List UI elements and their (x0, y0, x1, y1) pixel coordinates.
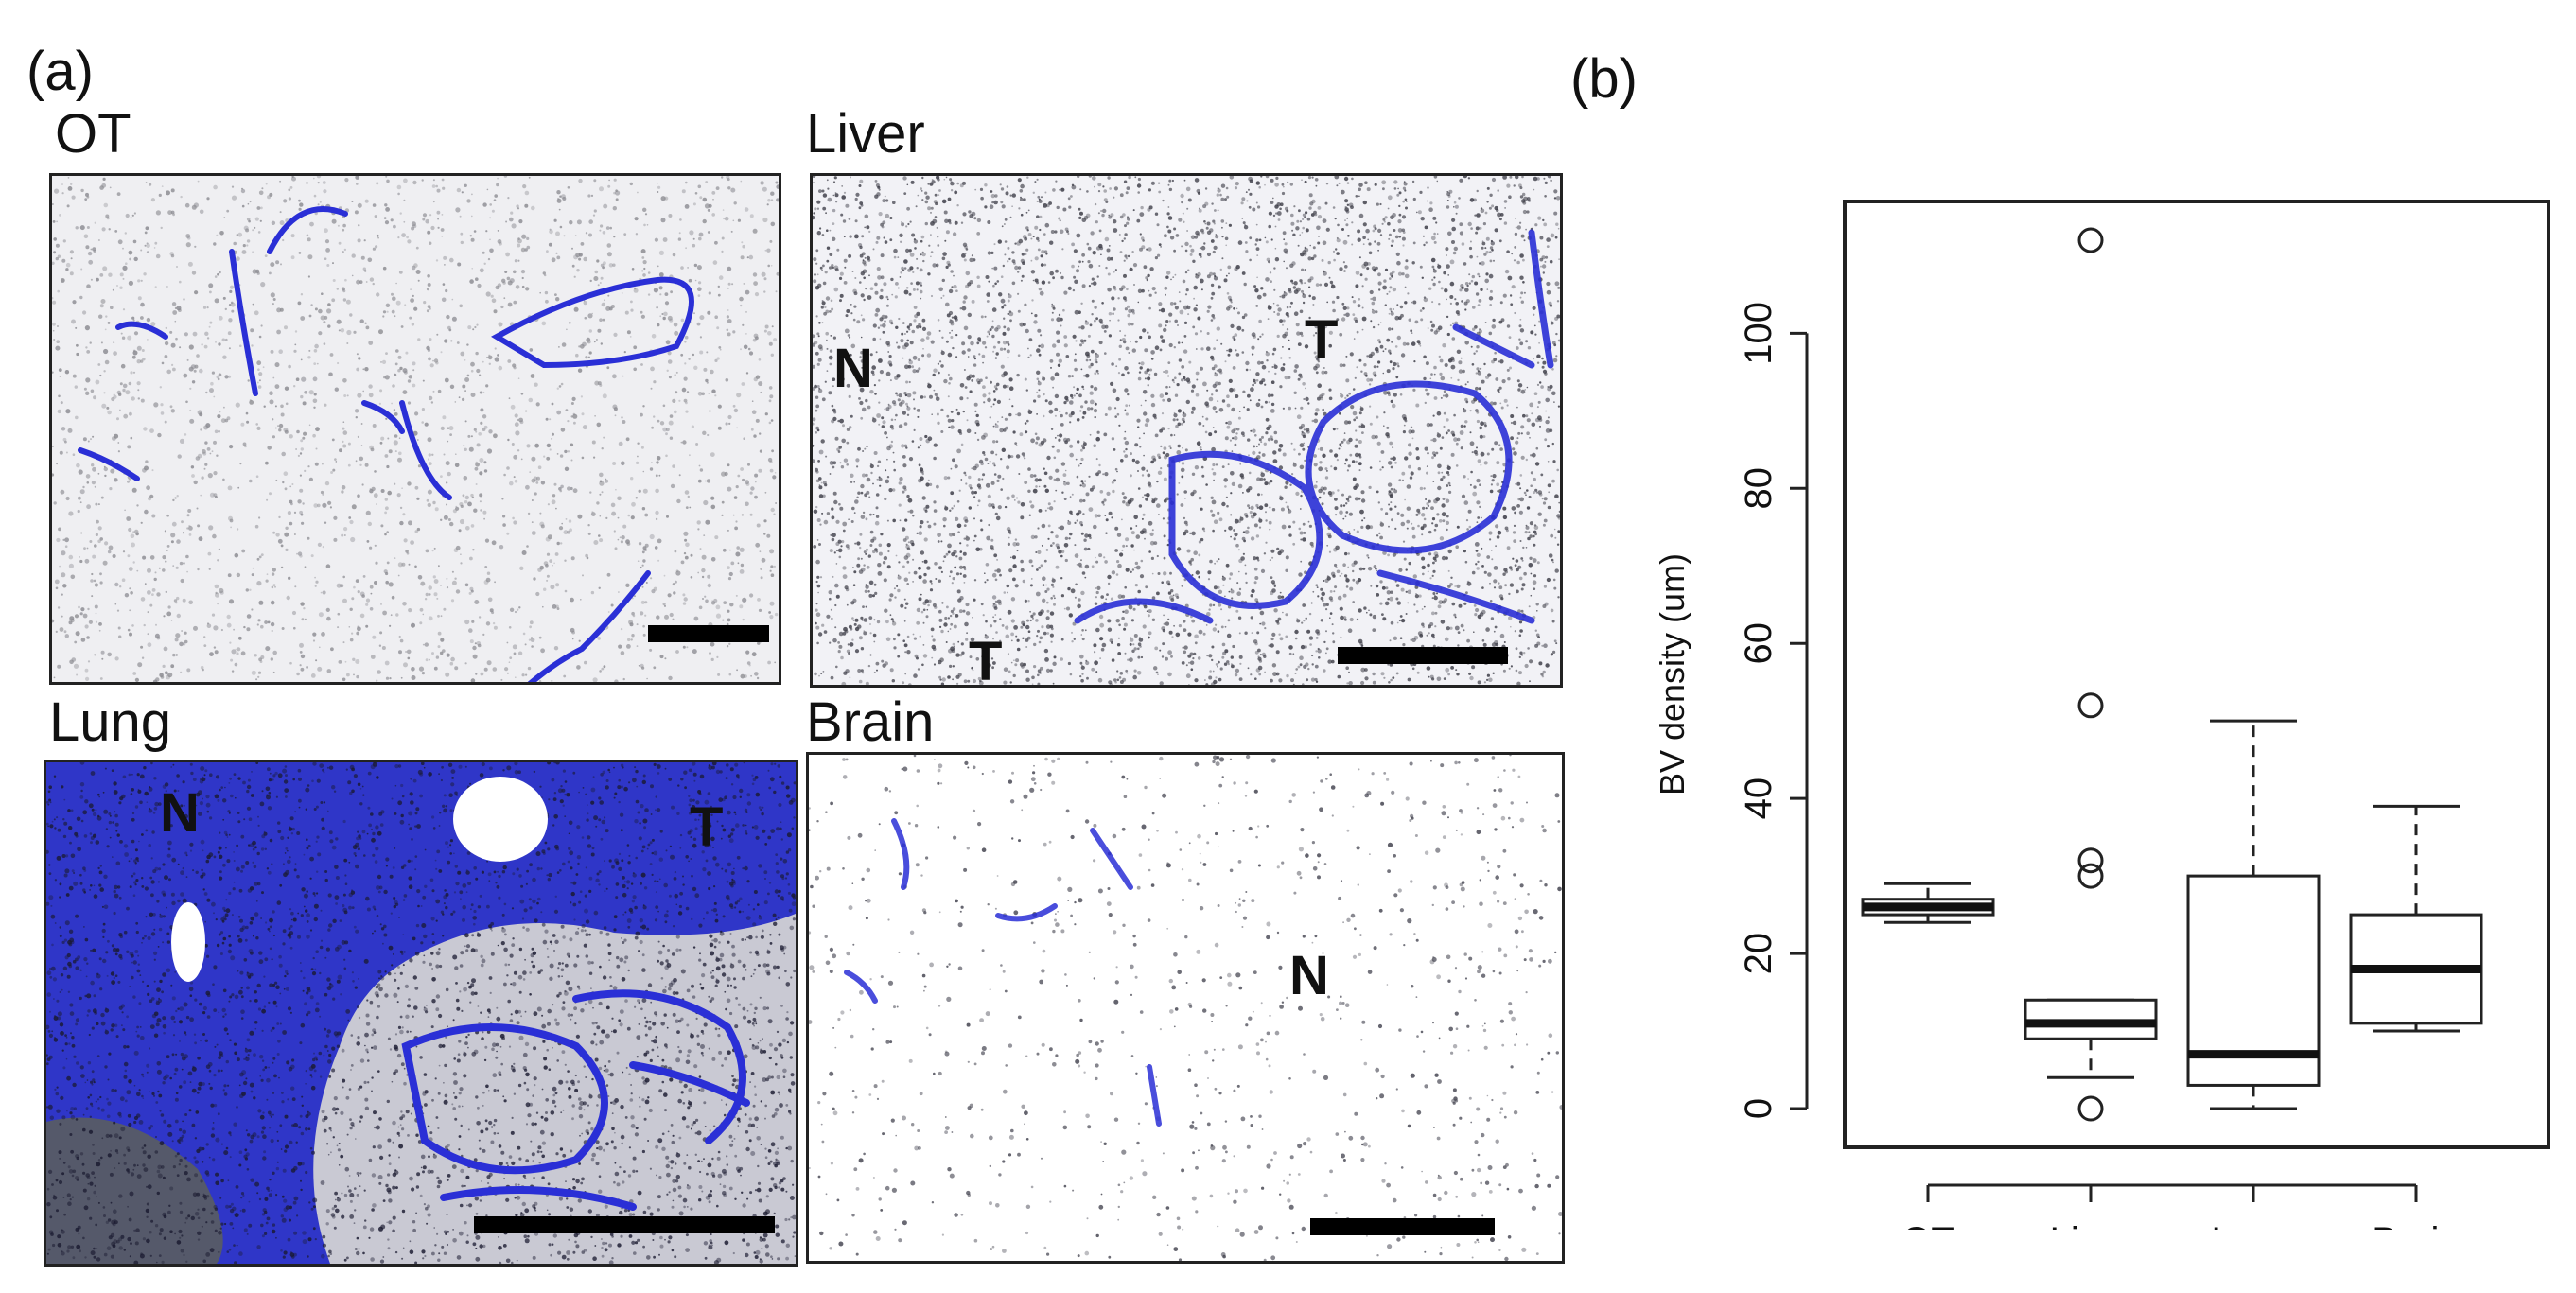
region-label-liver-t2: T (969, 631, 1003, 688)
micrograph-ot-texture (52, 176, 779, 682)
micrograph-label-liver: Liver (806, 103, 925, 165)
x-tick-label: Lung (2212, 1220, 2296, 1230)
box-plot: BV density (um) 0 20 40 60 80 100 OT Liver Lung… (1653, 200, 2550, 1230)
panel-a-letter: (a) (26, 41, 94, 102)
y-tick-label: 40 (1738, 778, 1779, 820)
x-axis: OT Liver Lung Brain (1901, 1183, 2461, 1230)
y-tick-label: 80 (1738, 467, 1779, 510)
region-label-liver-n: N (833, 338, 873, 399)
x-tick-label: Liver (2050, 1220, 2132, 1230)
scale-bar-ot (648, 625, 769, 642)
micrograph-label-ot: OT (55, 103, 131, 165)
scale-bar-lung (474, 1216, 775, 1233)
x-tick-label: OT (1901, 1220, 1954, 1230)
scale-bar-liver (1338, 647, 1508, 664)
micrograph-lung-texture (46, 762, 796, 1264)
box-ot (1861, 882, 1995, 924)
outlier-point (2077, 863, 2104, 889)
y-tick-label: 100 (1738, 302, 1779, 365)
boxes (1861, 227, 2483, 1122)
plot-frame (1843, 200, 2550, 1149)
micrograph-brain-texture (809, 755, 1562, 1261)
box-brain (2349, 804, 2483, 1033)
micrograph-lung: N T (44, 760, 798, 1267)
region-label-lung-n: N (160, 782, 200, 844)
plot-border (1843, 200, 2550, 1149)
micrograph-label-brain: Brain (806, 691, 935, 753)
micrograph-brain: N (806, 752, 1565, 1264)
scale-bar-brain (1310, 1218, 1495, 1235)
panel-b-letter: (b) (1570, 48, 1638, 110)
y-axis: 0 20 40 60 80 100 (1738, 302, 1809, 1119)
y-axis-title: BV density (um) (1653, 553, 1691, 795)
region-label-liver-t1: T (1305, 309, 1339, 371)
y-tick-label: 20 (1738, 933, 1779, 975)
y-tick-label: 0 (1738, 1098, 1779, 1119)
micrograph-liver-texture (813, 176, 1560, 685)
outlier-point (2077, 692, 2104, 719)
outlier-point (2077, 847, 2104, 874)
outlier-point (2077, 227, 2104, 253)
micrograph-label-lung: Lung (49, 691, 172, 753)
outlier-point (2077, 1095, 2104, 1122)
box-lung (2186, 719, 2321, 1110)
x-tick-label: Brain (2372, 1220, 2460, 1230)
box-liver (2024, 227, 2158, 1122)
micrograph-ot (49, 173, 781, 685)
region-label-brain-n: N (1289, 945, 1329, 1006)
micrograph-liver: N T T (810, 173, 1563, 688)
y-tick-label: 60 (1738, 622, 1779, 665)
region-label-lung-t: T (690, 796, 724, 858)
